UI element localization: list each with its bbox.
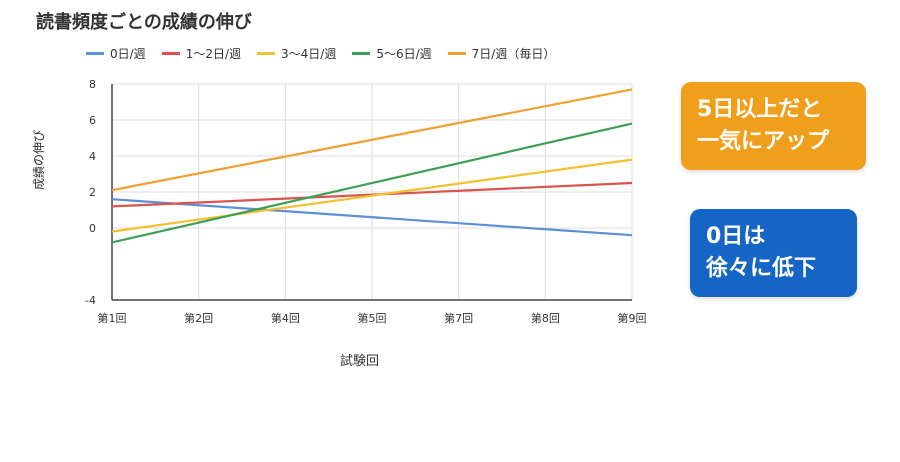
legend-swatch-4 bbox=[447, 52, 466, 55]
x-tick-label: 第4回 bbox=[271, 311, 300, 325]
legend-label-1: 1〜2日/週 bbox=[185, 47, 242, 61]
y-tick-label: 8 bbox=[89, 78, 96, 91]
series-line-3 bbox=[111, 122, 633, 244]
legend-item-3: 5〜6日/週 bbox=[352, 45, 432, 62]
legend-label-0: 0日/週 bbox=[110, 47, 146, 61]
x-tick-label: 第2回 bbox=[184, 311, 213, 325]
legend-item-0: 0日/週 bbox=[86, 45, 146, 62]
x-tick-label: 第5回 bbox=[358, 311, 387, 325]
chart-legend: 0日/週 1〜2日/週 3〜4日/週 5〜6日/週 7日/週（毎日） bbox=[86, 45, 555, 62]
callout-orange: 5日以上だと 一気にアップ bbox=[681, 82, 866, 170]
x-tick-label: 第1回 bbox=[98, 311, 127, 325]
grid bbox=[111, 83, 633, 301]
legend-item-4: 7日/週（毎日） bbox=[447, 45, 556, 62]
legend-label-3: 5〜6日/週 bbox=[376, 47, 432, 61]
y-tick-label: 6 bbox=[89, 114, 96, 127]
callout-blue: 0日は 徐々に低下 bbox=[690, 209, 857, 297]
callout-orange-line2: 一気にアップ bbox=[697, 129, 830, 154]
y-tick-label: -4 bbox=[85, 294, 96, 307]
legend-swatch-2 bbox=[257, 52, 276, 55]
legend-swatch-1 bbox=[161, 52, 180, 55]
legend-label-2: 3〜4日/週 bbox=[281, 47, 337, 61]
chart-title: 読書頻度ごとの成績の伸び bbox=[36, 12, 252, 33]
legend-swatch-0 bbox=[86, 52, 104, 55]
x-tick-label: 第9回 bbox=[618, 311, 647, 325]
y-tick-label: 2 bbox=[89, 186, 96, 199]
y-tick-label: 4 bbox=[89, 150, 96, 163]
callout-orange-line1: 5日以上だと bbox=[697, 97, 823, 122]
x-tick-label: 第8回 bbox=[531, 311, 560, 325]
legend-label-4: 7日/週（毎日） bbox=[471, 47, 556, 61]
legend-swatch-3 bbox=[352, 52, 371, 55]
series-line-4 bbox=[111, 88, 633, 192]
legend-item-2: 3〜4日/週 bbox=[257, 45, 336, 62]
series-line-0 bbox=[111, 198, 633, 237]
series-lines bbox=[111, 88, 633, 244]
legend-item-1: 1〜2日/週 bbox=[161, 45, 242, 62]
axes: -4 0 2 4 6 8 第1回 第2回 第4回 第5回 第7回 第8回 第9回 bbox=[85, 78, 646, 325]
y-tick-label: 0 bbox=[89, 222, 96, 235]
callout-blue-line1: 0日は bbox=[706, 224, 766, 249]
x-tick-label: 第7回 bbox=[444, 311, 473, 325]
series-line-2 bbox=[111, 158, 633, 233]
x-axis-label: 試験回 bbox=[340, 354, 380, 369]
callout-blue-line2: 徐々に低下 bbox=[706, 256, 817, 281]
